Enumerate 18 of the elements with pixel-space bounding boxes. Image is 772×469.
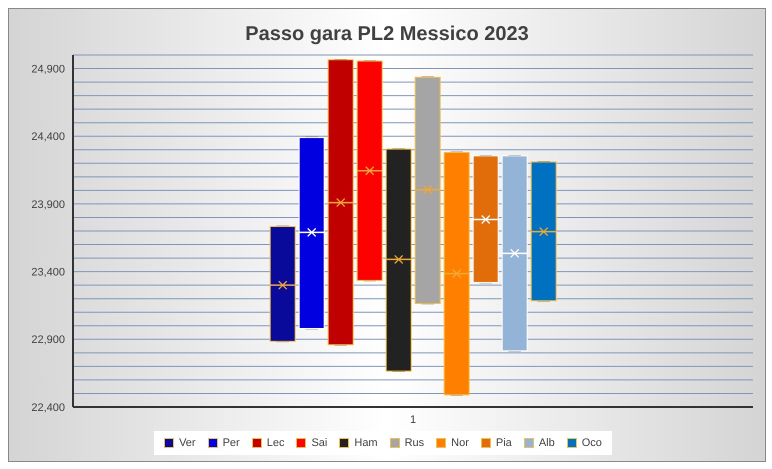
legend-label: Pia [496, 437, 512, 449]
y-tick-label: 23,900 [31, 198, 65, 211]
legend-label: Ver [179, 437, 196, 449]
legend-label: Lec [266, 437, 284, 449]
x-tick-label: 1 [410, 414, 416, 426]
chart-title: Passo gara PL2 Messico 2023 [244, 22, 530, 47]
legend-label: Per [222, 437, 240, 449]
y-tick-label: 23,400 [31, 266, 65, 279]
y-tick-label: 22,900 [31, 334, 65, 346]
y-tick-label: 22,400 [31, 402, 65, 414]
legend-label: Sai [311, 437, 328, 449]
y-tick-label: 24,900 [31, 63, 65, 76]
y-tick-label: 24,400 [31, 131, 65, 144]
legend-label: Nor [451, 437, 469, 449]
legend-label: Ham [354, 437, 378, 449]
legend-label: Rus [404, 437, 424, 449]
legend-label: Alb [538, 437, 555, 449]
legend-label: Oco [582, 437, 602, 449]
